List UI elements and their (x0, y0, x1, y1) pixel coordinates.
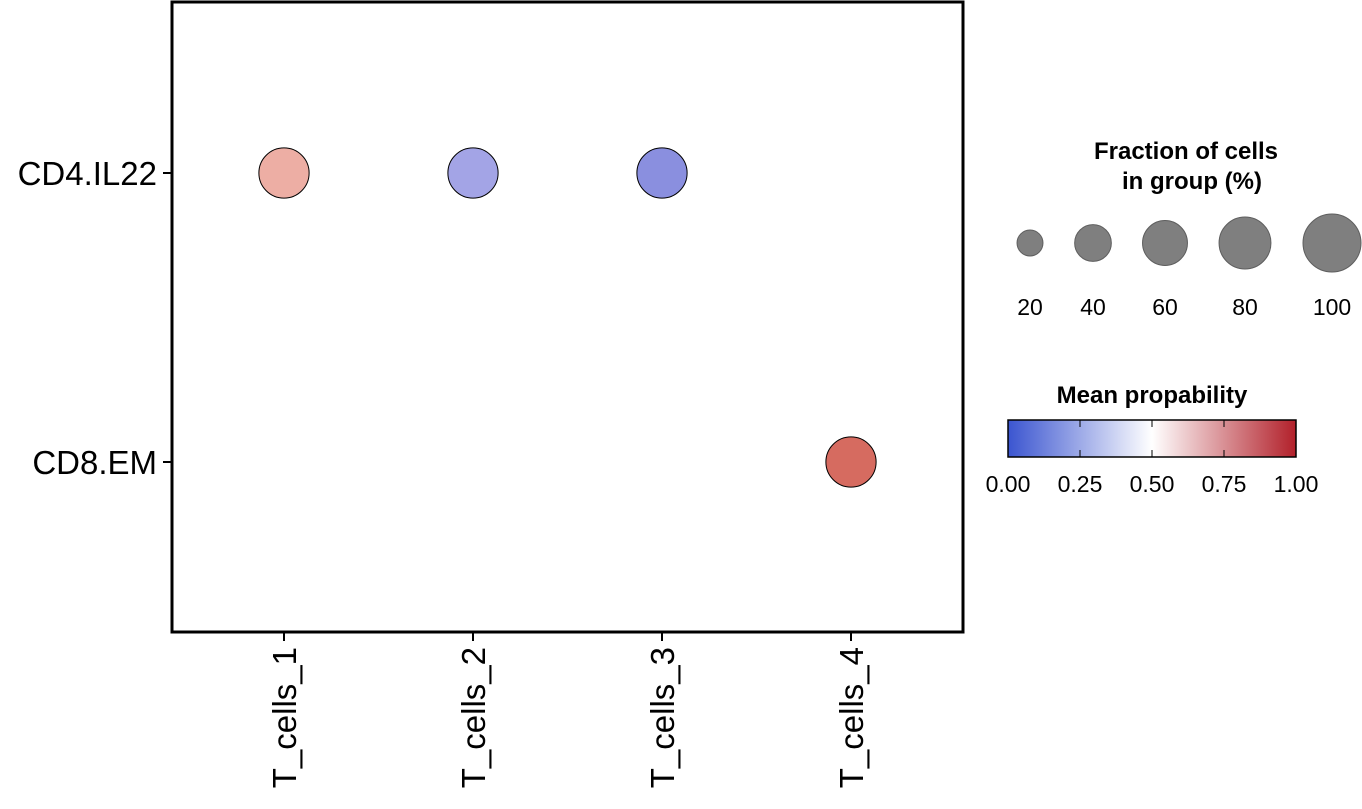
size-legend-label: 20 (1017, 294, 1043, 320)
color-legend-label: 0.75 (1202, 471, 1247, 497)
data-points (258, 147, 877, 488)
size-legend-label: 100 (1313, 294, 1351, 320)
data-point (636, 147, 688, 199)
x-tick-label: T_cells_1 (266, 647, 303, 788)
plot-panel (170, 0, 965, 634)
x-tick-label: T_cells_3 (644, 647, 681, 788)
y-tick-label: CD8.EM (32, 444, 157, 481)
color-legend-title: Mean propability (1057, 382, 1248, 409)
size-legend-title-line1: Fraction of cells (1094, 138, 1278, 165)
y-tick-label: CD4.IL22 (18, 155, 157, 192)
color-legend-label: 1.00 (1274, 471, 1319, 497)
size-legend-title-line2: in group (%) (1122, 168, 1262, 195)
x-tick-label: T_cells_4 (833, 647, 870, 788)
data-point (447, 147, 499, 199)
data-point (258, 147, 310, 199)
size-legend-circle (1218, 216, 1272, 270)
size-legend-label: 80 (1232, 294, 1258, 320)
size-legend-circle (1142, 220, 1188, 266)
size-legend-label: 40 (1080, 294, 1106, 320)
color-legend-label: 0.25 (1058, 471, 1103, 497)
x-tick-label: T_cells_2 (455, 647, 492, 788)
size-legend: Fraction of cells in group (%) 20 40 60 80 1… (1016, 138, 1362, 320)
size-legend-circle (1302, 213, 1362, 273)
size-legend-circle (1074, 224, 1112, 262)
x-axis: T_cells_1 T_cells_2 T_cells_3 T_cells_4 (266, 632, 870, 788)
color-legend-label: 0.50 (1130, 471, 1175, 497)
size-legend-circle (1016, 229, 1044, 257)
color-legend-label: 0.00 (986, 471, 1031, 497)
data-point (825, 436, 877, 488)
color-legend: Mean propability 0.00 0.25 0.50 0.75 1.00 (986, 382, 1319, 497)
size-legend-label: 60 (1152, 294, 1178, 320)
y-axis: CD4.IL22 CD8.EM (18, 155, 172, 481)
